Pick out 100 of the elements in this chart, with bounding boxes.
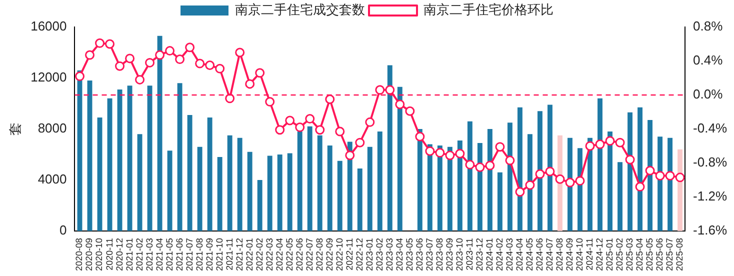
- x-tick-label: 2021-04: [154, 238, 164, 271]
- bar: [207, 118, 212, 231]
- bar: [137, 134, 142, 231]
- x-tick-label: 2024-02: [494, 238, 504, 271]
- y-tick-label: 16000: [30, 18, 67, 34]
- bar: [117, 89, 122, 231]
- bar: [227, 135, 232, 231]
- x-tick-label: 2021-01: [124, 238, 134, 271]
- x-tick-label: 2020-12: [114, 238, 124, 271]
- bar: [167, 150, 172, 231]
- x-tick-label: 2022-10: [334, 238, 344, 271]
- x-tick-label: 2021-03: [144, 238, 154, 271]
- bar: [247, 152, 252, 231]
- x-tick-label: 2023-03: [384, 238, 394, 271]
- x-tick-label: 2022-01: [244, 238, 254, 271]
- y-tick-label: 12000: [30, 70, 67, 85]
- bar: [87, 80, 92, 231]
- y2-tick-label: -0.8%: [693, 154, 728, 170]
- x-tick-label: 2021-10: [214, 238, 224, 271]
- x-tick-label: 2023-06: [414, 238, 424, 271]
- legend-label: 南京二手住宅价格环比: [424, 2, 554, 18]
- x-tick-label: 2024-07: [544, 238, 554, 271]
- x-tick-label: 2023-02: [374, 238, 384, 271]
- x-tick-label: 2025-07: [664, 238, 675, 271]
- y2-tick-label: -1.6%: [693, 222, 728, 238]
- x-tick-label: 2021-02: [134, 238, 144, 271]
- x-tick-label: 2023-07: [424, 238, 434, 271]
- x-tick-label: 2025-01: [604, 238, 614, 271]
- legend-label: 南京二手住宅成交套数: [235, 2, 365, 18]
- bar: [217, 157, 222, 231]
- x-tick-label: 2022-02: [254, 238, 264, 271]
- x-tick-label: 2020-10: [94, 238, 104, 271]
- x-tick-label: 2024-12: [594, 238, 604, 271]
- bar: [307, 126, 312, 231]
- x-tick-label: 2023-01: [364, 238, 374, 271]
- y2-tick-label: 0.4%: [693, 52, 724, 68]
- x-tick-label: 2021-12: [234, 238, 244, 271]
- x-tick-label: 2021-05: [164, 238, 174, 271]
- bar: [277, 154, 282, 231]
- x-tick-label: 2022-03: [264, 238, 274, 271]
- x-tick-label: 2023-08: [434, 238, 444, 271]
- x-tick-label: 2024-05: [524, 238, 534, 271]
- y2-tick-label: -0.4%: [693, 120, 728, 136]
- x-tick-label: 2020-11: [104, 238, 114, 270]
- x-tick-label: 2024-11: [584, 238, 594, 270]
- bar: [107, 98, 112, 231]
- x-tick-label: 2022-07: [304, 238, 314, 271]
- x-tick-label: 2022-04: [274, 238, 284, 271]
- x-tick-label: 2024-06: [534, 238, 544, 271]
- x-tick-label: 2025-04: [634, 238, 645, 271]
- x-tick-label: 2021-06: [174, 238, 184, 271]
- bar: [237, 138, 242, 231]
- x-tick-label: 2022-12: [354, 238, 364, 271]
- x-tick-label: 2023-09: [444, 238, 454, 271]
- x-tick-label: 2022-06: [294, 238, 304, 271]
- x-tick-label: 2021-08: [194, 238, 204, 271]
- x-tick-label: 2020-09: [84, 238, 94, 271]
- x-tick-label: 2024-04: [514, 238, 524, 271]
- x-tick-label: 2024-10: [574, 238, 584, 271]
- x-tick-label: 2020-08: [74, 238, 84, 271]
- x-tick-label: 2024-08: [554, 238, 564, 271]
- x-tick-label: 2023-10: [454, 238, 464, 271]
- bar: [377, 132, 382, 231]
- x-tick-label: 2024-03: [504, 238, 514, 271]
- bar: [497, 172, 502, 231]
- bar: [618, 162, 622, 231]
- bar: [337, 160, 342, 231]
- bar: [287, 153, 292, 231]
- x-tick-label: 2023-05: [404, 238, 414, 271]
- bar: [147, 86, 152, 231]
- x-tick-label: 2025-03: [624, 238, 634, 271]
- x-tick-label: 2023-12: [474, 238, 484, 271]
- y-axis-title: 套: [7, 122, 22, 136]
- x-tick-label: 2023-11: [464, 238, 474, 270]
- y2-tick-label: 0.0%: [693, 86, 724, 102]
- x-tick-label: 2022-09: [324, 238, 334, 271]
- bar: [257, 180, 262, 231]
- bar: [267, 156, 272, 231]
- bar: [177, 83, 182, 231]
- bar: [327, 146, 332, 231]
- y-tick-label: 4000: [38, 172, 67, 187]
- bar: [127, 86, 132, 231]
- bar: [197, 146, 202, 231]
- x-tick-label: 2025-08: [674, 238, 685, 271]
- y2-tick-label: -1.2%: [693, 188, 728, 204]
- bar: [357, 168, 362, 231]
- x-tick-label: 2025-05: [644, 238, 655, 271]
- bar: [367, 146, 372, 231]
- x-tick-label: 2021-07: [184, 238, 194, 271]
- x-tick-label: 2025-02: [614, 238, 624, 271]
- bar: [97, 118, 102, 231]
- bar: [187, 114, 192, 231]
- x-tick-label: 2021-09: [204, 238, 214, 271]
- x-tick-label: 2024-01: [484, 238, 494, 271]
- y-tick-label: 8000: [38, 120, 67, 136]
- y-tick-label: 0: [60, 222, 67, 238]
- x-tick-label: 2022-05: [284, 238, 294, 271]
- y2-tick-label: 0.8%: [693, 18, 724, 34]
- x-tick-label: 2022-08: [314, 238, 324, 271]
- x-tick-label: 2022-11: [344, 238, 354, 270]
